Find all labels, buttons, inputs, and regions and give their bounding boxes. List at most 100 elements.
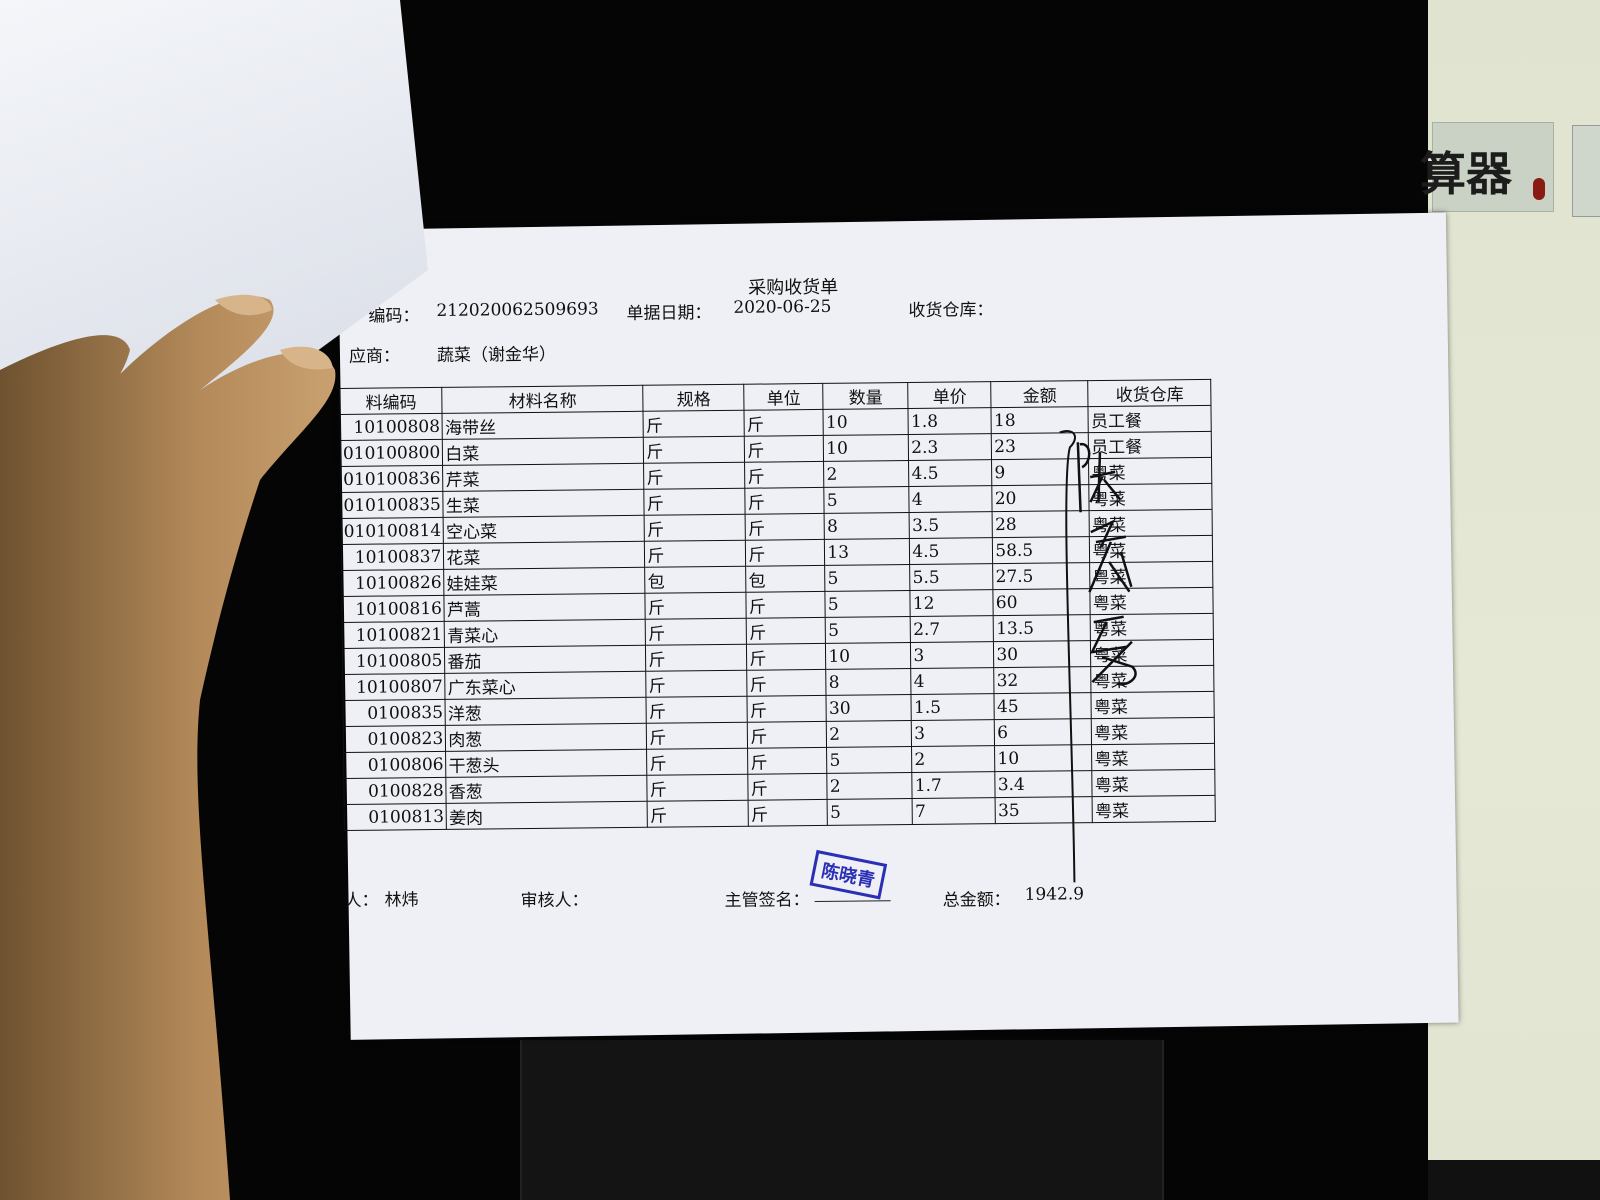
table-cell: 斤 — [747, 747, 828, 775]
table-cell: 包 — [745, 565, 826, 593]
table-cell: 4 — [909, 485, 993, 513]
handwritten-signature — [1029, 430, 1137, 883]
table-cell: 斤 — [747, 695, 827, 723]
table-cell: 5 — [825, 616, 911, 644]
table-cell: 空心菜 — [443, 515, 645, 544]
table-cell: 青菜心 — [444, 619, 646, 648]
table-cell: 3 — [911, 719, 995, 747]
table-cell: 2 — [827, 772, 913, 800]
table-cell: 8 — [826, 668, 912, 696]
table-cell: 斤 — [643, 436, 745, 464]
table-cell: 斤 — [646, 670, 748, 698]
table-cell: 2 — [823, 460, 910, 488]
table-cell: 13 — [824, 538, 910, 566]
maker-name: 林炜 — [384, 890, 419, 911]
total-amount: 1942.9 — [1024, 884, 1085, 905]
column-header: 收货仓库 — [1088, 379, 1212, 407]
table-cell: 花菜 — [443, 541, 645, 570]
table-cell: 3 — [910, 641, 995, 669]
column-header: 数量 — [823, 382, 909, 410]
table-cell: 芦蒿 — [444, 593, 646, 622]
table-cell: 斤 — [748, 799, 828, 827]
doc-date: 2020-06-25 — [733, 296, 832, 318]
table-cell: 海带丝 — [442, 411, 644, 440]
manager-signature-label: 主管签名： — [724, 890, 810, 911]
table-cell: 10 — [823, 434, 909, 462]
table-cell: 斤 — [746, 643, 827, 671]
table-cell: 斤 — [745, 487, 825, 515]
table-cell: 5 — [825, 590, 911, 618]
table-cell: 30 — [826, 694, 912, 722]
table-cell: 斤 — [748, 773, 828, 801]
sign-marker — [1533, 178, 1545, 200]
table-cell: 斤 — [646, 748, 749, 776]
signature-line — [814, 900, 891, 903]
column-header: 材料名称 — [442, 385, 644, 414]
table-cell: 斤 — [744, 461, 825, 489]
table-cell: 2.3 — [908, 433, 992, 461]
table-cell: 1.8 — [908, 407, 992, 435]
table-cell: 5 — [827, 798, 913, 826]
table-cell: 包 — [644, 566, 747, 594]
hand — [0, 294, 336, 1200]
column-header: 单价 — [908, 381, 992, 409]
table-cell: 斤 — [645, 618, 747, 646]
table-cell: 斤 — [746, 617, 826, 645]
total-label: 总金额： — [942, 889, 1011, 911]
table-cell: 姜肉 — [446, 801, 648, 830]
table-cell: 斤 — [645, 592, 747, 620]
table-cell: 斤 — [643, 462, 746, 490]
manager-stamp: 陈晓青 — [809, 849, 888, 900]
table-cell: 4.5 — [908, 459, 993, 487]
wall-sign-text: 算器 — [1420, 147, 1512, 201]
table-cell: 5.5 — [909, 563, 994, 591]
table-cell: 白菜 — [442, 437, 644, 466]
table-cell: 2 — [911, 745, 996, 773]
column-header: 规格 — [643, 384, 745, 412]
table-cell: 肉葱 — [445, 723, 647, 752]
supplier: 蔬菜（谢金华） — [436, 344, 557, 366]
table-cell: 2.7 — [910, 615, 994, 643]
table-cell: 斤 — [644, 540, 746, 568]
table-cell: 5 — [824, 486, 910, 514]
table-cell: 干葱头 — [445, 749, 648, 778]
table-cell: 芹菜 — [442, 463, 645, 492]
table-cell: 洋葱 — [445, 697, 647, 726]
table-cell: 斤 — [647, 800, 749, 828]
table-cell: 广东菜心 — [445, 671, 647, 700]
table-cell: 斤 — [745, 513, 825, 541]
wall-baseboard — [1428, 1160, 1600, 1200]
table-cell: 4.5 — [909, 537, 993, 565]
warehouse-label: 收货仓库： — [908, 300, 994, 322]
table-cell: 生菜 — [443, 489, 645, 518]
wall-sign-2 — [1572, 125, 1600, 217]
table-cell: 7 — [912, 797, 996, 825]
table-cell: 番茄 — [444, 645, 647, 674]
table-cell: 斤 — [745, 539, 825, 567]
table-cell: 斤 — [746, 591, 826, 619]
table-cell: 1.7 — [912, 771, 996, 799]
table-cell: 斤 — [644, 514, 746, 542]
table-cell: 5 — [826, 746, 913, 774]
table-cell: 斤 — [643, 410, 745, 438]
receipt-document: 采购收货单 编码： 212020062509693 单据日期： 2020-06-… — [338, 258, 1445, 989]
table-cell: 4 — [911, 667, 995, 695]
table-cell: 斤 — [645, 644, 748, 672]
table-cell: 8 — [824, 512, 910, 540]
table-cell: 斤 — [646, 696, 748, 724]
table-cell: 斤 — [646, 722, 748, 750]
table-cell: 10 — [825, 642, 912, 670]
table-cell: 10 — [823, 408, 909, 436]
table-cell: 3.5 — [909, 511, 993, 539]
column-header: 单位 — [744, 383, 824, 411]
table-cell: 斤 — [644, 488, 746, 516]
document-title: 采购收货单 — [748, 276, 839, 299]
table-cell: 2 — [826, 720, 912, 748]
table-cell: 斤 — [747, 669, 827, 697]
table-cell: 斤 — [647, 774, 749, 802]
table-cell: 娃娃菜 — [443, 567, 646, 596]
desk — [520, 1040, 1164, 1200]
table-cell: 香葱 — [446, 775, 648, 804]
table-cell: 1.5 — [911, 693, 995, 721]
reviewer-label: 审核人： — [520, 890, 589, 912]
